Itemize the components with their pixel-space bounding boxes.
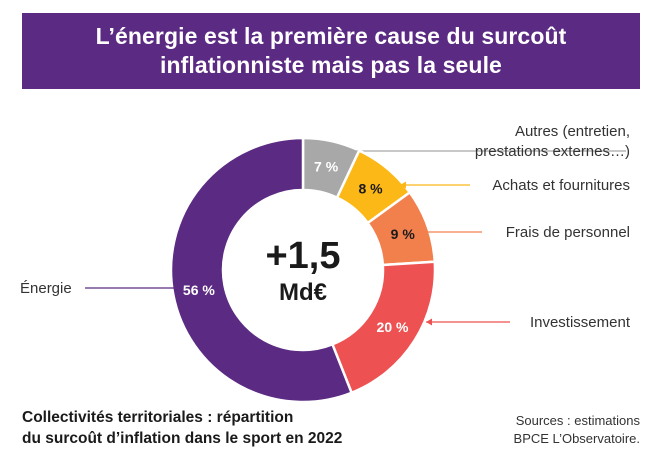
caption-line-1: Collectivités territoriales : répartitio… xyxy=(22,409,294,426)
leader-arrow xyxy=(420,228,426,236)
title-line-2: inflationniste mais pas la seule xyxy=(160,52,502,78)
title-line-1: L’énergie est la première cause du surco… xyxy=(95,23,567,49)
title-banner: L’énergie est la première cause du surco… xyxy=(22,13,640,89)
leader-arrow xyxy=(338,147,344,155)
source-note: Sources : estimations BPCE L’Observatoir… xyxy=(514,412,640,448)
leader-arrow xyxy=(174,284,180,292)
slice-category-label: Frais de personnel xyxy=(506,224,630,241)
leader-arrow xyxy=(426,318,432,326)
center-total-unit: Md€ xyxy=(279,279,327,306)
slice-percent-label: 56 % xyxy=(183,282,215,298)
slice-category-label: prestations externes…) xyxy=(475,143,630,160)
slice-category-label: Achats et fournitures xyxy=(492,177,630,194)
slice-percent-label: 8 % xyxy=(359,180,384,196)
slice-percent-label: 7 % xyxy=(314,159,339,175)
slice-category-label: Autres (entretien, xyxy=(515,123,630,140)
donut-slice xyxy=(169,136,354,404)
slice-percent-label: 20 % xyxy=(377,319,409,335)
source-line-1: Sources : estimations xyxy=(515,413,640,428)
chart-caption: Collectivités territoriales : répartitio… xyxy=(22,407,342,449)
leader-arrow xyxy=(400,181,406,189)
center-total-value: +1,5 xyxy=(265,235,340,277)
slice-percent-label: 9 % xyxy=(391,226,416,242)
slice-category-label: Énergie xyxy=(20,280,72,297)
source-line-2: BPCE L’Observatoire. xyxy=(513,431,640,446)
slice-category-label: Investissement xyxy=(530,314,631,331)
caption-line-2: du surcoût d’inflation dans le sport en … xyxy=(22,430,343,447)
